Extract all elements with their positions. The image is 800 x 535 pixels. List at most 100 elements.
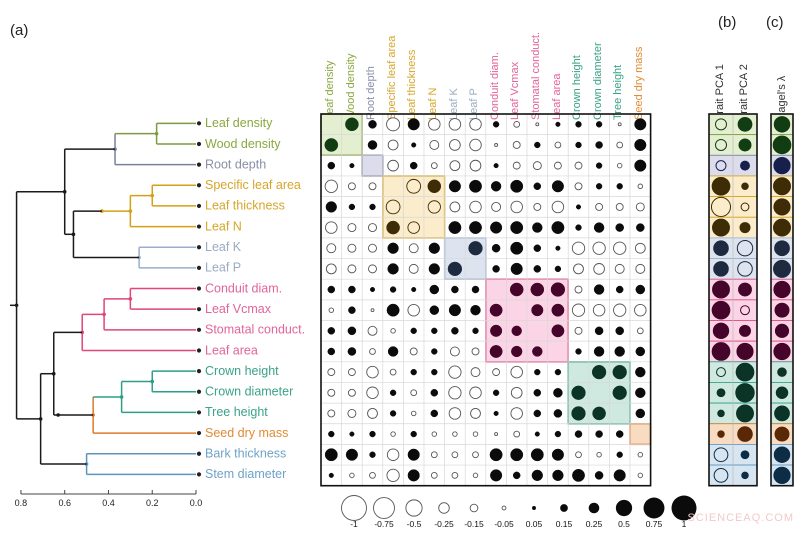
- correlation-cell-circle: [428, 118, 441, 131]
- lambda-circle: [773, 157, 791, 175]
- correlation-cell-circle: [492, 121, 500, 128]
- correlation-cell-circle: [410, 327, 417, 334]
- pca-loading-circle: [740, 305, 750, 316]
- correlation-cell-circle: [634, 138, 647, 152]
- lambda-circle: [774, 426, 790, 442]
- correlation-cell-circle: [469, 179, 482, 193]
- pca-loading-circle: [738, 282, 752, 297]
- correlation-cell-circle: [575, 224, 582, 231]
- correlation-cell-circle: [616, 141, 624, 149]
- dendrogram-tip-label: Seed dry mass: [205, 426, 288, 440]
- correlation-cell-circle: [635, 263, 646, 274]
- dendrogram-tip-label: Leaf area: [205, 343, 258, 357]
- correlation-cell-circle: [554, 430, 562, 438]
- dendrogram-tip-label: Conduit diam.: [205, 281, 282, 295]
- dendrogram-axis-tick: 0.6: [58, 498, 71, 508]
- dendrogram-tip-label: Bark thickness: [205, 447, 286, 461]
- correlation-cell-circle: [407, 303, 420, 317]
- correlation-cell-circle: [594, 471, 604, 480]
- correlation-cell-circle: [389, 286, 397, 293]
- correlation-cell-circle: [349, 472, 355, 479]
- pca-loading-circle: [740, 450, 750, 460]
- correlation-cell-circle: [617, 122, 622, 127]
- correlation-cell-circle: [410, 410, 417, 417]
- lambda-circle: [773, 466, 791, 484]
- correlation-cell-circle: [490, 221, 503, 234]
- correlation-cell-circle: [635, 366, 646, 378]
- correlation-cell-circle: [635, 408, 646, 419]
- correlation-cell-circle: [387, 346, 399, 357]
- matrix-column-header: Seed dry mass: [633, 46, 646, 120]
- correlation-cell-circle: [575, 121, 582, 128]
- correlation-cell-circle: [574, 182, 583, 191]
- correlation-cell-circle: [596, 452, 602, 458]
- correlation-cell-circle: [615, 223, 624, 232]
- correlation-cell-circle: [533, 202, 542, 211]
- correlation-cell-circle: [575, 204, 582, 210]
- correlation-cell-circle: [592, 406, 606, 421]
- dendrogram-tip-label: Leaf K: [205, 240, 242, 254]
- dendrogram-axis-tick: 0.8: [15, 498, 28, 508]
- correlation-cell-circle: [534, 368, 541, 376]
- correlation-cell-circle: [513, 120, 521, 128]
- matrix-column-header: Crown height: [571, 55, 584, 120]
- correlation-cell-circle: [327, 388, 336, 397]
- correlation-cell-circle: [533, 182, 542, 191]
- correlation-cell-circle: [368, 182, 377, 191]
- correlation-cell-circle: [325, 221, 338, 234]
- matrix-column-header: Root depth: [365, 66, 378, 120]
- correlation-cell-circle: [389, 368, 397, 376]
- lambda-circle: [773, 177, 791, 196]
- correlation-matrix: [320, 113, 652, 487]
- legend-circle: [341, 495, 367, 521]
- correlation-cell-circle: [489, 448, 503, 462]
- correlation-cell-circle: [533, 409, 542, 418]
- correlation-cell-circle: [387, 139, 399, 151]
- correlation-cell-circle: [430, 409, 439, 418]
- legend-circle: [501, 505, 507, 511]
- correlation-cell-circle: [534, 141, 541, 149]
- correlation-cell-circle: [347, 264, 357, 274]
- pca-loading-circle: [716, 388, 726, 398]
- correlation-cell-circle: [592, 241, 606, 255]
- correlation-cell-circle: [349, 163, 355, 169]
- correlation-cell-circle: [574, 326, 583, 335]
- correlation-cell-circle: [554, 141, 562, 149]
- correlation-cell-circle: [328, 430, 335, 438]
- dendrogram-panel: Leaf density Wood density Root depth Specif…: [0, 0, 320, 530]
- legend-value-label: 0.15: [556, 519, 573, 529]
- correlation-cell-circle: [510, 179, 524, 193]
- correlation-cell-circle: [387, 242, 399, 254]
- correlation-cell-circle: [550, 282, 566, 297]
- correlation-cell-circle: [368, 264, 377, 274]
- correlation-cell-circle: [490, 324, 503, 337]
- legend-circle: [438, 502, 450, 514]
- correlation-cell-circle: [430, 162, 438, 169]
- correlation-cell-circle: [510, 407, 523, 420]
- correlation-cell-circle: [534, 431, 540, 437]
- correlation-cell-circle: [366, 365, 379, 379]
- dendrogram-tip-label: Leaf P: [205, 261, 241, 275]
- correlation-cell-circle: [553, 161, 562, 170]
- pca-loading-circle: [741, 471, 749, 480]
- matrix-column-header: Leaf density: [324, 60, 337, 120]
- correlation-cell-circle: [636, 223, 645, 232]
- correlation-cell-circle: [531, 304, 544, 317]
- correlation-cell-circle: [511, 325, 522, 337]
- correlation-cell-circle: [552, 469, 564, 481]
- correlation-cell-circle: [532, 222, 543, 233]
- correlation-cell-circle: [637, 452, 644, 458]
- correlation-cell-circle: [595, 141, 603, 149]
- legend-value-label: -0.05: [494, 519, 514, 529]
- correlation-cell-circle: [530, 282, 545, 297]
- correlation-cell-circle: [530, 448, 544, 462]
- correlation-cell-circle: [430, 389, 439, 397]
- correlation-cell-circle: [368, 223, 377, 233]
- correlation-cell-circle: [448, 407, 462, 420]
- legend-circle: [588, 502, 600, 514]
- correlation-cell-circle: [448, 221, 462, 234]
- correlation-cell-circle: [389, 410, 397, 417]
- correlation-cell-circle: [472, 451, 479, 459]
- correlation-cell-circle: [531, 469, 543, 481]
- pca-column-header: Trait PCA 1: [714, 64, 726, 120]
